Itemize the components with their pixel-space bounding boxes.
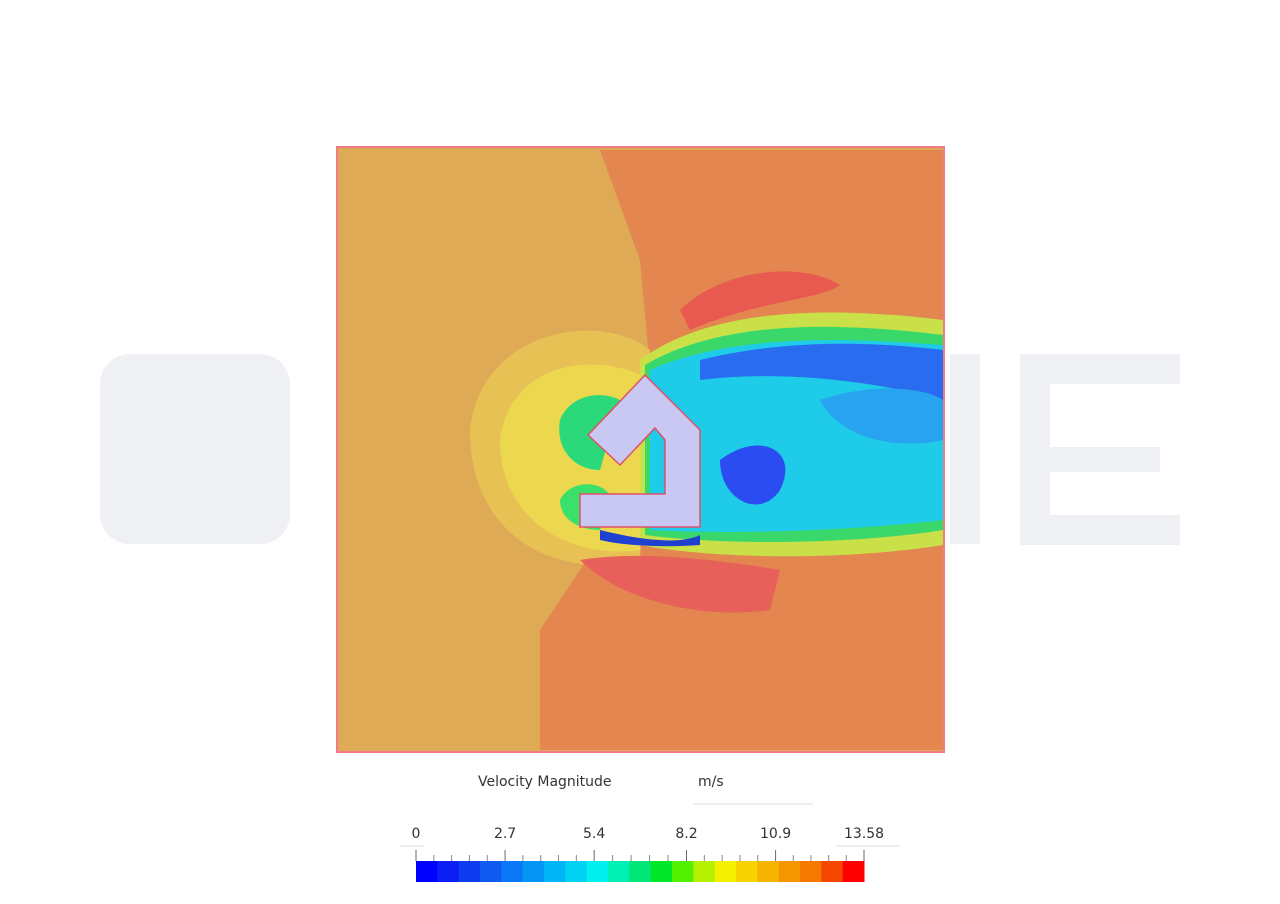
color-segment <box>501 861 524 882</box>
obstacle <box>579 373 701 528</box>
flow-field <box>338 148 943 751</box>
watermark <box>100 354 1180 545</box>
tick-label: 13.58 <box>844 826 884 842</box>
color-segment <box>736 861 758 882</box>
color-segment <box>629 861 652 882</box>
tick-label: 5.4 <box>583 826 605 842</box>
color-segment <box>565 861 588 882</box>
color-segment <box>842 861 865 882</box>
tick-label: 10.9 <box>760 826 791 842</box>
color-segment <box>544 861 566 882</box>
color-segment <box>800 861 822 882</box>
tick-label: 0 <box>412 826 421 842</box>
color-segment <box>672 861 694 882</box>
domain-border <box>336 146 945 753</box>
color-segment <box>480 861 502 882</box>
color-segment <box>416 861 438 882</box>
color-segment <box>714 861 737 882</box>
color-segment <box>608 861 630 882</box>
color-segment <box>522 861 545 882</box>
color-segment <box>586 861 609 882</box>
color-segment <box>778 861 801 882</box>
color-segment <box>458 861 481 882</box>
legend-title: Velocity Magnitude <box>478 774 612 790</box>
color-segment <box>821 861 844 882</box>
color-segment <box>693 861 716 882</box>
tick-label: 2.7 <box>494 826 516 842</box>
tick-label: 8.2 <box>675 826 697 842</box>
color-segment <box>757 861 780 882</box>
color-segment <box>437 861 460 882</box>
legend-unit: m/s <box>698 774 724 790</box>
color-segment <box>650 861 673 882</box>
